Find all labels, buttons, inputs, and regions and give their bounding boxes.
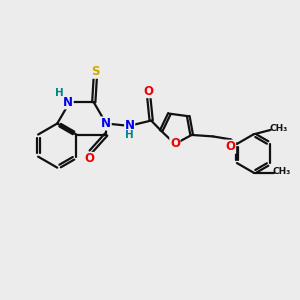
Text: H: H [125, 130, 134, 140]
Text: O: O [226, 140, 236, 153]
Text: CH₃: CH₃ [270, 124, 288, 133]
Text: H: H [55, 88, 64, 98]
Text: O: O [84, 152, 94, 166]
Text: S: S [91, 65, 100, 78]
Text: N: N [125, 119, 135, 132]
Text: N: N [101, 117, 111, 130]
Text: N: N [63, 96, 73, 109]
Text: O: O [170, 137, 180, 150]
Text: CH₃: CH₃ [273, 167, 291, 176]
Text: O: O [144, 85, 154, 98]
